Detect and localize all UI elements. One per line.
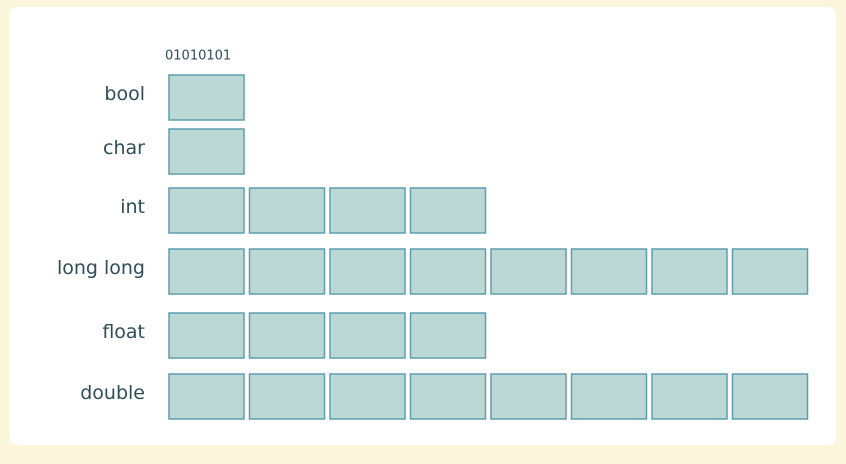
bit-label: 01010101: [165, 49, 231, 64]
row-label: int: [120, 196, 145, 218]
byte-box: [248, 312, 326, 359]
byte-box: [329, 312, 406, 359]
row-label: char: [103, 137, 145, 159]
byte-box: [570, 373, 648, 420]
byte-box: [168, 187, 245, 234]
row-label: float: [102, 321, 145, 343]
byte-box: [409, 373, 487, 420]
byte-box: [651, 373, 728, 420]
byte-box: [651, 248, 728, 295]
byte-box: [168, 248, 245, 295]
byte-box: [490, 248, 567, 295]
byte-box: [168, 312, 245, 359]
byte-box: [168, 373, 245, 420]
byte-box: [329, 373, 406, 420]
byte-box: [168, 74, 245, 121]
row-label: double: [80, 382, 145, 404]
row-label: bool: [104, 83, 145, 105]
byte-box: [409, 187, 487, 234]
byte-box: [329, 248, 406, 295]
byte-box: [409, 312, 487, 359]
byte-box: [248, 187, 326, 234]
byte-box: [329, 187, 406, 234]
byte-box: [731, 373, 809, 420]
byte-box: [409, 248, 487, 295]
byte-box: [248, 248, 326, 295]
byte-box: [248, 373, 326, 420]
byte-box: [168, 128, 245, 175]
row-label: long long: [57, 257, 145, 279]
byte-box: [570, 248, 648, 295]
byte-box: [490, 373, 567, 420]
byte-box: [731, 248, 809, 295]
